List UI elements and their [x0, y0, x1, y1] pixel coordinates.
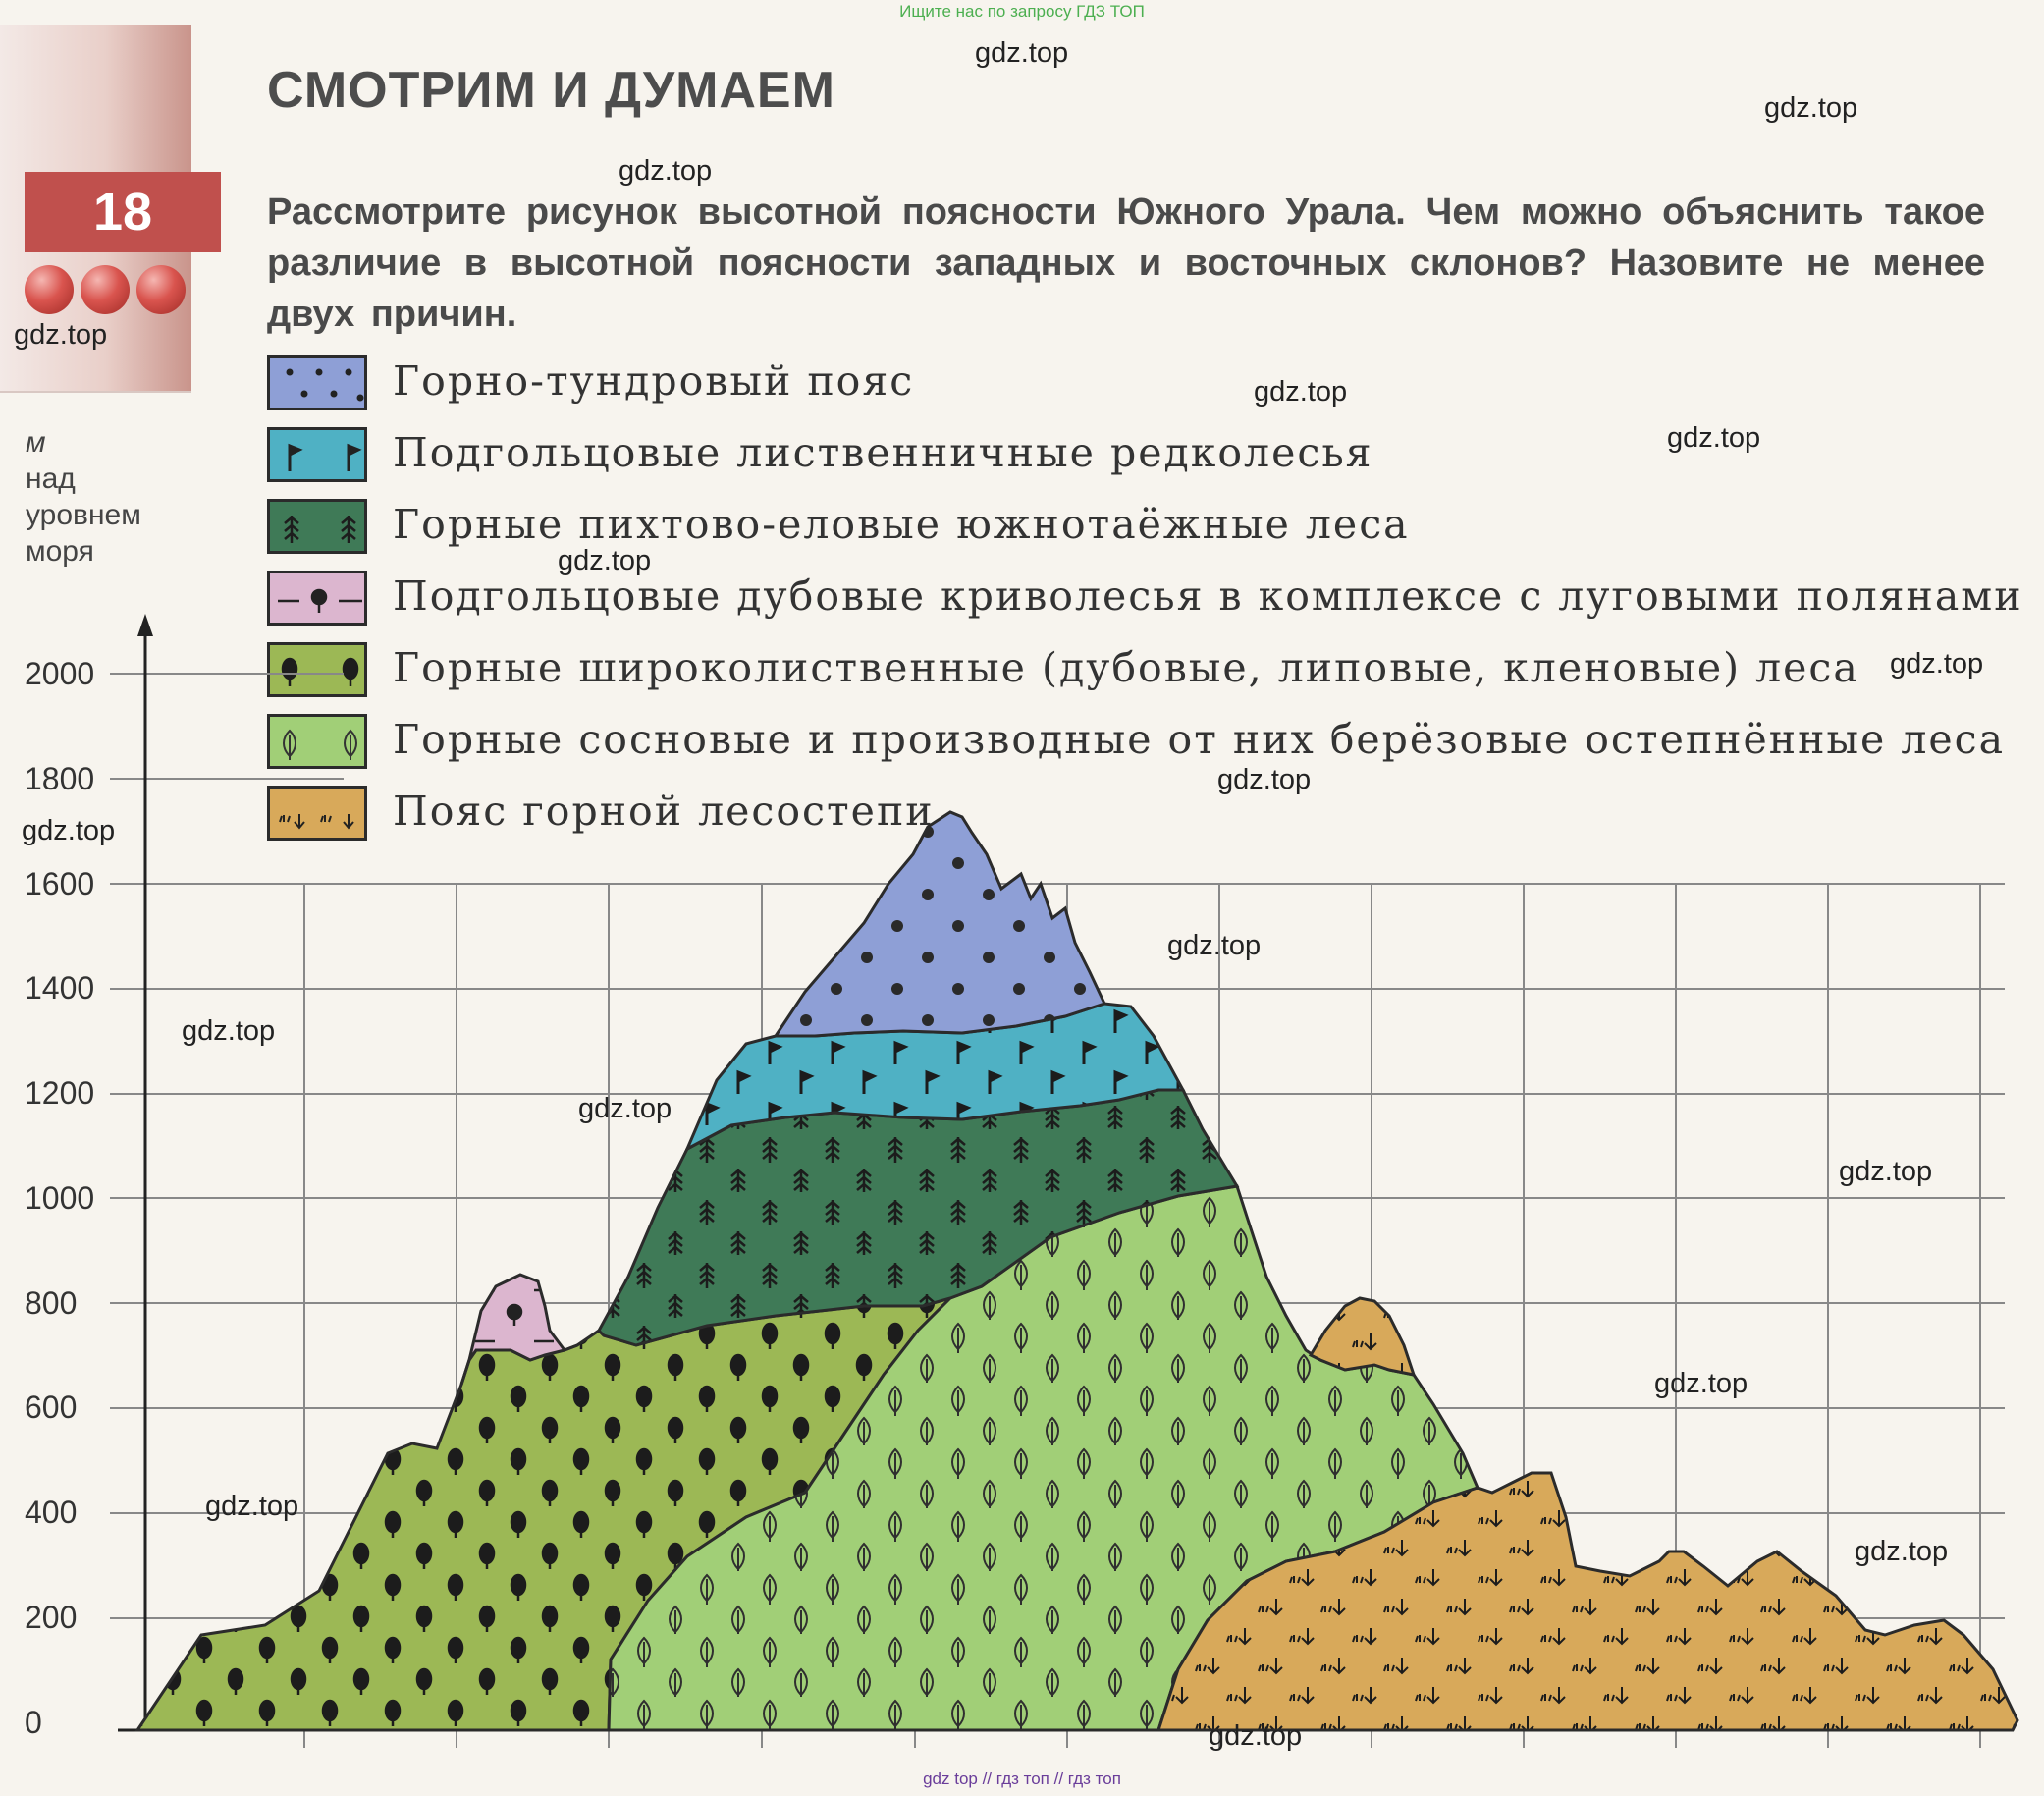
y-tick-label: 400 — [25, 1495, 78, 1530]
y-tick-label: 1400 — [25, 970, 95, 1006]
legend-label: Горные широколиственные (дубовые, липовы… — [393, 644, 1859, 691]
fir-tree-pattern-icon — [267, 499, 367, 554]
broadleaf-tree-pattern-icon — [267, 642, 367, 697]
watermark: gdz.top — [1217, 764, 1312, 795]
top-note: Ищите нас по запросу ГДЗ ТОП — [899, 2, 1145, 21]
watermark: gdz.top — [619, 155, 713, 187]
watermark: gdz.top — [182, 1015, 276, 1047]
watermark: gdz.top — [14, 319, 108, 351]
y-tick-label: 1000 — [25, 1180, 95, 1216]
legend-label: Горные пихтово-еловые южнотаёжные леса — [393, 501, 1410, 548]
legend-label: Горные сосновые и производные от них бер… — [393, 716, 2006, 763]
bottom-note: gdz top // гдз топ // гдз топ — [923, 1769, 1121, 1788]
legend-label: Подгольцовые дубовые криволесья в компле… — [393, 572, 2023, 620]
y-tick-label: 1200 — [25, 1075, 95, 1111]
task-number: 18 — [25, 172, 221, 252]
legend-label: Горно-тундровый пояс — [393, 357, 915, 405]
watermark: gdz.top — [205, 1491, 299, 1522]
y-tick-label: 1800 — [25, 761, 95, 796]
side-divider — [0, 391, 191, 393]
watermark: gdz.top — [1855, 1536, 1949, 1567]
crooked-oak-pattern-icon — [267, 571, 367, 626]
zone-forest-steppe — [1156, 1471, 2019, 1732]
zone-mountain-tundra — [773, 810, 1107, 1038]
axis-unit-line: над — [26, 463, 76, 495]
watermark: gdz.top — [22, 815, 116, 846]
zone-forest-steppe-small-peak — [1308, 1296, 1417, 1377]
y-axis-arrow-icon — [137, 614, 153, 636]
y-tick-label: 200 — [25, 1600, 78, 1635]
section-title: СМОТРИМ И ДУМАЕМ — [267, 62, 835, 119]
y-tick-label: 1600 — [25, 866, 95, 901]
difficulty-ball-icon — [25, 265, 74, 314]
leaf-pattern-icon — [267, 714, 367, 769]
watermark: gdz.top — [1254, 376, 1348, 408]
watermark: gdz.top — [1654, 1368, 1748, 1399]
legend-label: Подгольцовые лиственничные редколесья — [393, 429, 1373, 476]
legend-label: Пояс горной лесостепи — [393, 788, 935, 835]
axis-unit-label: м над уровнем моря — [26, 424, 141, 570]
zone-oak-krummholz — [459, 1273, 578, 1386]
difficulty-ball-icon — [81, 265, 130, 314]
difficulty-ball-icon — [136, 265, 186, 314]
y-tick-label: 600 — [25, 1389, 78, 1425]
y-tick-label: 800 — [25, 1285, 78, 1321]
dots-pattern-icon — [267, 355, 367, 410]
axis-unit-line: уровнем — [26, 499, 141, 531]
watermark: gdz.top — [1764, 92, 1858, 124]
axis-unit-line: моря — [26, 535, 94, 568]
steppe-grass-pattern-icon — [267, 786, 367, 841]
y-tick-label: 2000 — [25, 656, 95, 691]
flag-pattern-icon — [267, 427, 367, 482]
watermark: gdz.top — [578, 1093, 672, 1124]
watermark: gdz.top — [558, 545, 652, 576]
watermark: gdz.top — [975, 37, 1069, 69]
watermark: gdz.top — [1209, 1720, 1303, 1752]
watermark: gdz.top — [1667, 422, 1761, 454]
y-tick-label: 0 — [25, 1705, 42, 1740]
watermark: gdz.top — [1167, 930, 1262, 961]
watermark: gdz.top — [1839, 1156, 1933, 1187]
watermark: gdz.top — [1890, 648, 1984, 680]
axis-unit-line: м — [26, 426, 46, 459]
question-text: Рассмотрите рисунок высотной поясности Ю… — [267, 191, 1985, 335]
